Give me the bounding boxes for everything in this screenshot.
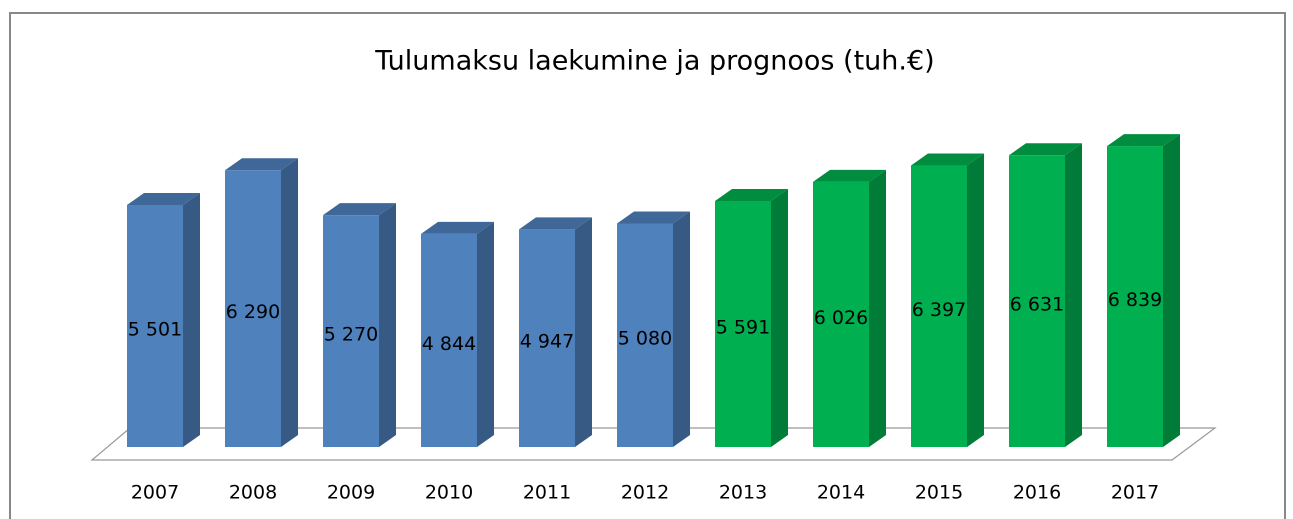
bar-top [421, 221, 494, 234]
value-label: 5 080 [618, 328, 672, 350]
bar [911, 165, 967, 448]
value-label: 6 026 [814, 307, 868, 329]
bar [421, 233, 477, 447]
x-tick-label: 2009 [327, 482, 375, 504]
bar [1009, 155, 1065, 447]
bar-side [1065, 143, 1082, 447]
value-label: 4 844 [422, 333, 476, 355]
x-tick-label: 2010 [425, 482, 473, 504]
value-label: 6 631 [1010, 294, 1064, 316]
x-tick-label: 2014 [817, 482, 865, 504]
bar-top [127, 192, 200, 205]
x-tick-label: 2011 [523, 482, 571, 504]
bar [715, 200, 771, 447]
bar-top [911, 153, 984, 166]
x-tick-label: 2008 [229, 482, 277, 504]
x-tick-label: 2013 [719, 482, 767, 504]
value-label: 6 397 [912, 299, 966, 321]
bar [127, 204, 183, 447]
x-tick-label: 2012 [621, 482, 669, 504]
bar-top [617, 211, 690, 224]
bar-top [1107, 134, 1180, 147]
value-label: 5 591 [716, 316, 770, 338]
bar [1107, 146, 1163, 448]
bar-side [967, 153, 984, 448]
bar-side [379, 203, 396, 447]
value-label: 6 290 [226, 301, 280, 323]
bar-side [673, 211, 690, 447]
bar-top [1009, 143, 1082, 156]
bar-side [1163, 134, 1180, 448]
x-tick-label: 2015 [915, 482, 963, 504]
value-label: 5 270 [324, 324, 378, 346]
x-tick-label: 2007 [131, 482, 179, 504]
value-label: 4 947 [520, 331, 574, 353]
bar-side [281, 158, 298, 448]
bar-side [771, 188, 788, 447]
bar-side [869, 169, 886, 447]
bar-side [477, 221, 494, 447]
bar [225, 170, 281, 448]
bar [617, 223, 673, 447]
bar-top [323, 203, 396, 216]
bar-top [813, 169, 886, 182]
x-tick-label: 2017 [1111, 482, 1159, 504]
bar [813, 181, 869, 447]
bar-side [575, 217, 592, 447]
chart-title: Tulumaksu laekumine ja prognoos (tuh.€) [374, 46, 934, 77]
bar-top [519, 217, 592, 230]
bar [323, 215, 379, 447]
value-label: 5 501 [128, 318, 182, 340]
bar-side [183, 192, 200, 447]
value-label: 6 839 [1108, 289, 1162, 311]
x-tick-label: 2016 [1013, 482, 1061, 504]
bar-top [715, 188, 788, 201]
bar [519, 229, 575, 447]
bar-top [225, 158, 298, 171]
